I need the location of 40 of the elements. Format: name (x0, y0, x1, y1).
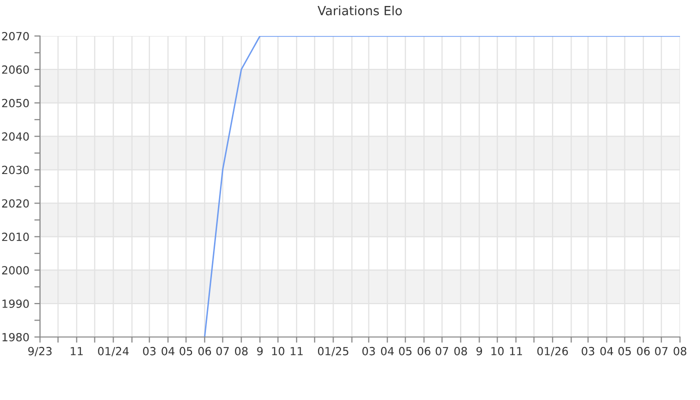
y-tick-label: 2000 (2, 266, 29, 274)
x-tick-label: 04 (381, 346, 394, 356)
y-tick-label: 2040 (2, 132, 29, 141)
y-tick-label: 2060 (2, 65, 29, 74)
x-tick-label: 01/26 (537, 346, 568, 356)
x-tick-label: 9 (476, 346, 482, 356)
x-tick-label: 07 (655, 346, 668, 356)
x-tick-label: 03 (582, 346, 594, 356)
x-tick-label: 06 (418, 346, 430, 356)
x-tick-label: 07 (216, 346, 229, 356)
x-tick-label: 9 (257, 346, 263, 356)
y-tick-label: 2050 (2, 98, 29, 108)
x-tick-label: 11 (70, 347, 83, 356)
x-tick-label: 07 (436, 346, 448, 356)
y-tick-label: 2020 (2, 199, 29, 208)
x-tick-label: 05 (180, 346, 192, 356)
x-tick-label: 11 (510, 347, 522, 356)
x-tick-label: 03 (143, 346, 156, 356)
chart-title: Variations Elo (318, 6, 402, 16)
y-tick-label: 2010 (2, 232, 29, 242)
x-tick-label: 08 (454, 346, 467, 356)
x-tick-label: 04 (600, 346, 614, 356)
y-tick-label: 1980 (2, 332, 29, 342)
x-tick-label: 01/24 (98, 346, 129, 356)
x-tick-label: 08 (234, 346, 248, 356)
y-tick-label: 1990 (2, 300, 29, 308)
x-tick-label: 01/25 (318, 346, 348, 356)
x-tick-label: 06 (198, 346, 212, 356)
y-tick-label: 2030 (2, 166, 29, 174)
x-tick-label: 10 (272, 346, 284, 356)
x-tick-label: 04 (162, 346, 174, 356)
x-tick-label: 05 (399, 346, 412, 356)
x-tick-label: 10 (491, 346, 504, 356)
x-tick-label: 06 (637, 346, 650, 356)
x-tick-label: 9/23 (28, 346, 52, 356)
x-tick-label: 05 (618, 346, 631, 356)
y-tick-label: 2070 (2, 32, 29, 40)
x-tick-label: 08 (674, 346, 686, 356)
x-tick-label: 03 (362, 346, 375, 356)
x-tick-label: 11 (290, 347, 303, 356)
